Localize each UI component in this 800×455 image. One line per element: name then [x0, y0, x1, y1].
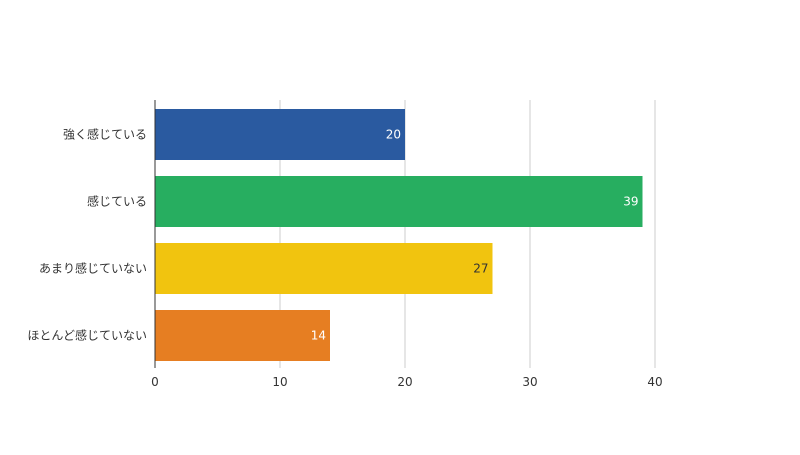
category-label: 感じている — [87, 194, 147, 209]
x-tick-label: 0 — [151, 375, 159, 389]
x-tick-label: 30 — [522, 375, 537, 389]
bar — [155, 109, 405, 160]
data-label: 14 — [311, 329, 326, 343]
x-tick-label: 40 — [647, 375, 662, 389]
bar — [155, 176, 643, 227]
bars — [155, 109, 643, 361]
data-label: 20 — [386, 128, 401, 142]
category-label: ほとんど感じていない — [27, 328, 147, 343]
x-tick-label: 20 — [397, 375, 412, 389]
bar — [155, 310, 330, 361]
category-label: 強く感じている — [63, 127, 147, 142]
data-label: 27 — [473, 262, 488, 276]
x-tick-label: 10 — [272, 375, 287, 389]
bar — [155, 243, 493, 294]
data-label: 39 — [623, 195, 638, 209]
category-label: あまり感じていない — [39, 261, 147, 276]
labels: 0 10 20 30 40 20 強く感じている 39 感じている 27 あまり感じていない 14 ほと… — [27, 127, 662, 390]
